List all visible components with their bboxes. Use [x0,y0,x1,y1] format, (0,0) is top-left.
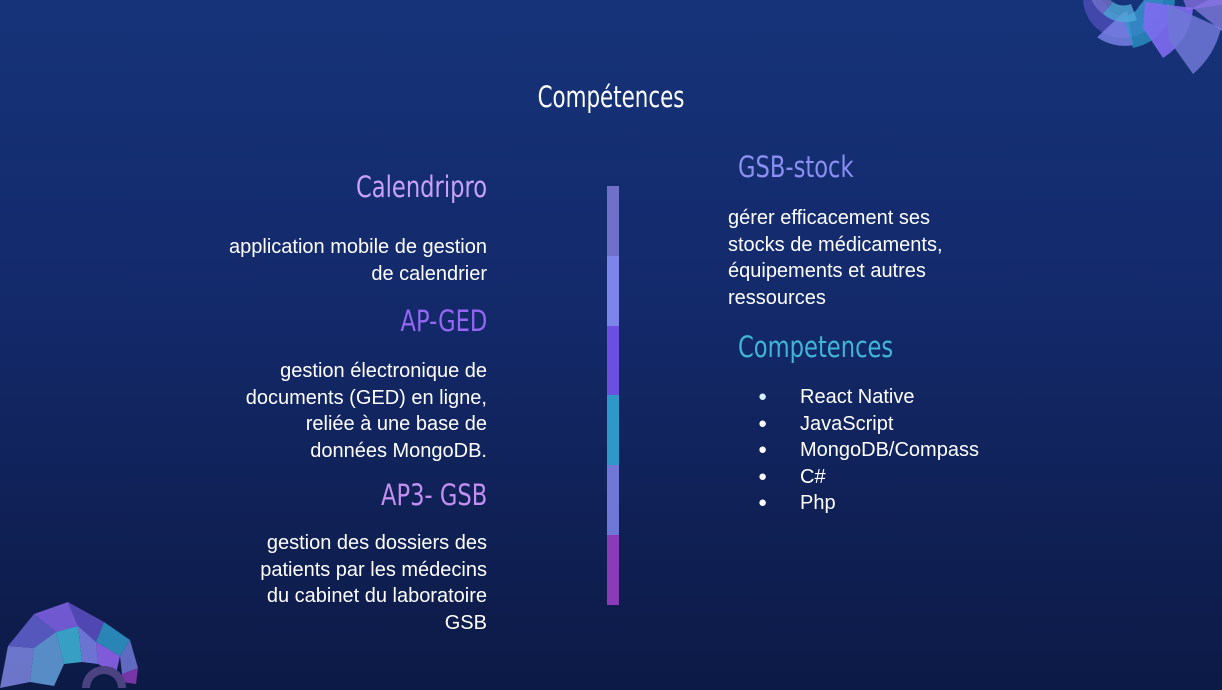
skill-label: JavaScript [800,412,894,435]
skill-label: C# [800,465,826,488]
timeline-segment [607,395,619,466]
timeline-segment [607,535,619,605]
timeline-segment [607,325,619,396]
description-line: données MongoDB. [310,439,487,462]
skill-label: React Native [800,386,915,408]
skills-list: ● React Native ● JavaScript ● MongoDB/Compa… [758,384,979,517]
skill-label: Php [800,492,836,514]
timeline-bar [607,186,619,605]
bullet-icon: ● [758,441,768,458]
project-title-gsb-stock: GSB-stock [738,150,854,184]
bullet-icon: ● [758,414,768,432]
description-line: de calendrier [371,262,487,285]
project-title-ap3-gsb: AP3- GSB [380,478,487,512]
description-line: gestion électronique de [280,360,487,382]
timeline-segment [607,255,619,326]
bullet-icon: ● [758,388,768,405]
description-line: stocks de médicaments, [728,233,943,256]
list-item: ● React Native [758,384,979,411]
list-item: ● MongoDB/Compass [758,437,979,464]
timeline-segment [607,465,619,536]
project-description-gsb-stock: gérer efficacement ses stocks de médicam… [728,205,943,311]
description-line: équipements et autres [728,260,926,282]
project-description-ap-ged: gestion électronique de documents (GED) … [246,358,487,464]
skills-heading: Competences [738,330,894,364]
description-line: gestion des dossiers des [266,532,487,554]
skill-label: MongoDB/Compass [800,439,979,461]
slide-title: Compétences [537,80,685,114]
bullet-icon: ● [758,467,768,485]
project-description-ap3-gsb: gestion des dossiers des patients par le… [260,530,487,636]
timeline-segment [607,186,619,256]
project-title-ap-ged: AP-GED [400,304,487,338]
decorative-fan-top-right [1083,0,1222,74]
project-title-calendripro: Calendripro [355,170,487,204]
list-item: ● Php [758,490,979,517]
description-line: application mobile de gestion [229,236,487,258]
project-description-calendripro: application mobile de gestion de calendr… [229,234,487,287]
description-line: patients par les médecins [260,558,487,581]
decorative-fan-bottom-left [0,602,138,690]
description-line: ressources [728,286,826,309]
description-line: GSB [444,611,487,634]
list-item: ● JavaScript [758,411,979,438]
description-line: gérer efficacement ses [728,207,930,229]
description-line: du cabinet du laboratoire [266,585,487,607]
description-line: documents (GED) en ligne, [245,386,487,409]
description-line: reliée à une base de [305,413,487,435]
bullet-icon: ● [758,494,768,511]
list-item: ● C# [758,464,979,491]
